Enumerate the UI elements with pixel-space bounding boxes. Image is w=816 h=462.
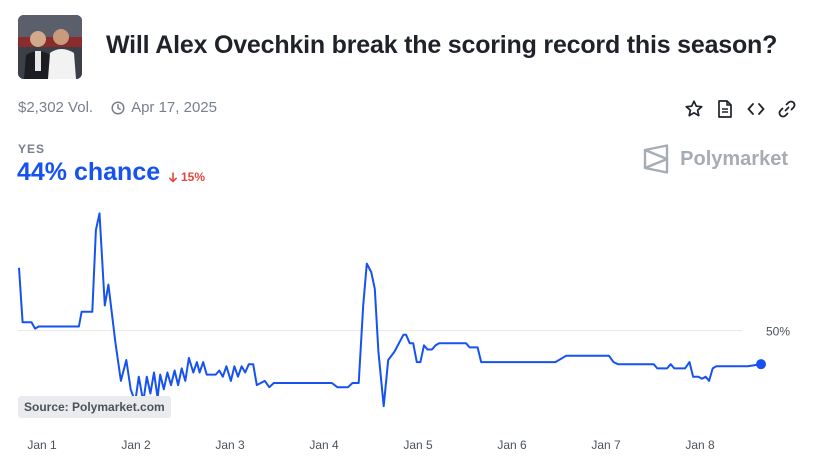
polymarket-brand: Polymarket xyxy=(642,144,788,174)
x-tick-label: Jan 6 xyxy=(497,438,527,452)
polymarket-logo-icon xyxy=(643,144,669,174)
star-icon xyxy=(685,100,703,117)
series-end-point xyxy=(756,359,766,370)
clock-icon xyxy=(111,100,125,115)
embed-icon xyxy=(747,103,765,115)
x-tick-label: Jan 1 xyxy=(27,438,57,452)
x-tick-label: Jan 8 xyxy=(685,438,715,452)
volume-text: $2,302 Vol. xyxy=(18,99,94,116)
market-actions xyxy=(674,98,798,120)
y-tick-label: 50% xyxy=(766,325,790,339)
brand-name: Polymarket xyxy=(680,147,788,170)
embed-button[interactable] xyxy=(745,98,767,120)
copy-link-button[interactable] xyxy=(776,98,798,120)
x-tick-label: Jan 3 xyxy=(215,438,245,452)
source-label: Source: Polymarket.com xyxy=(18,396,171,418)
chance-value: 44% chance xyxy=(17,158,161,186)
document-button[interactable] xyxy=(714,98,736,120)
x-tick-label: Jan 2 xyxy=(121,438,151,452)
star-button[interactable] xyxy=(683,98,705,120)
x-tick-label: Jan 5 xyxy=(403,438,433,452)
market-meta: $2,302 Vol. Apr 17, 2025 xyxy=(18,99,217,116)
outcome-label: YES xyxy=(18,142,46,156)
x-tick-label: Jan 4 xyxy=(309,438,339,452)
link-icon xyxy=(778,100,796,118)
x-tick-label: Jan 7 xyxy=(591,438,621,452)
end-date: Apr 17, 2025 xyxy=(111,99,217,116)
chance-delta-text: 15% xyxy=(181,170,206,184)
photo-image xyxy=(18,15,82,79)
market-thumbnail xyxy=(18,15,82,79)
series-line xyxy=(18,212,762,408)
document-icon xyxy=(718,100,732,118)
market-title: Will Alex Ovechkin break the scoring rec… xyxy=(106,31,778,59)
end-date-text: Apr 17, 2025 xyxy=(131,99,217,116)
chance-delta: 15% xyxy=(168,170,205,184)
arrow-down-icon xyxy=(169,171,177,182)
